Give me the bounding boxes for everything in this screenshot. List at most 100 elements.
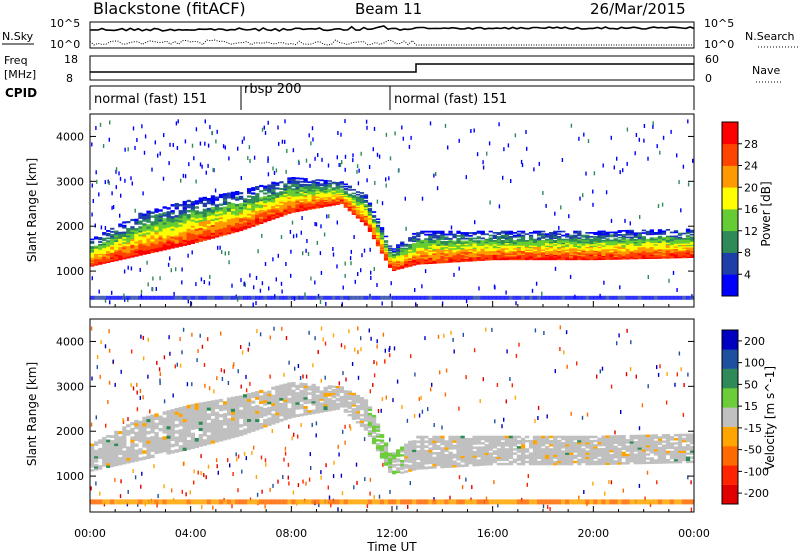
- power-cell: [343, 188, 348, 191]
- power-scatter-point: [219, 245, 221, 250]
- power-scatter-point: [205, 170, 207, 175]
- power-cell: [516, 258, 522, 261]
- power-cell: [585, 244, 590, 246]
- power-cell: [557, 238, 562, 241]
- power-cell: [130, 233, 135, 236]
- power-cell: [287, 180, 292, 183]
- power-cell: [649, 253, 654, 255]
- power-cell: [641, 256, 646, 258]
- velocity-cell: [243, 417, 248, 421]
- power-cell: [549, 244, 554, 246]
- power-scatter-point: [204, 141, 206, 146]
- velocity-cell: [351, 411, 356, 415]
- power-cell: [685, 231, 691, 233]
- velocity-cell: [392, 453, 397, 456]
- velocity-scatter-point: [414, 372, 416, 377]
- velocity-cell: [186, 414, 191, 418]
- velocity-cell: [186, 446, 191, 450]
- power-cell: [452, 245, 457, 247]
- power-cell: [271, 203, 276, 206]
- power-cell: [355, 206, 361, 209]
- power-cell: [243, 203, 248, 206]
- velocity-ground-band: [251, 499, 256, 505]
- power-cell: [464, 234, 469, 237]
- power-cell: [537, 245, 542, 247]
- power-cell: [528, 232, 534, 234]
- velocity-scatter-point: [140, 334, 142, 339]
- power-cell: [553, 246, 558, 249]
- power-ground-band: [416, 295, 421, 300]
- velocity-cell: [432, 438, 437, 441]
- power-cell: [400, 242, 405, 245]
- power-cell: [118, 251, 123, 254]
- power-cell: [347, 185, 352, 188]
- velocity-cell: [118, 436, 123, 440]
- velocity-cell: [367, 425, 373, 429]
- power-cell: [347, 186, 352, 189]
- power-cell: [617, 240, 622, 243]
- velocity-cell: [122, 431, 127, 435]
- power-scatter-point: [285, 169, 287, 174]
- velocity-cell: [275, 417, 280, 421]
- power-cell: [432, 235, 437, 237]
- power-cell: [520, 244, 526, 246]
- velocity-cell: [251, 423, 256, 427]
- power-scatter-point: [224, 145, 226, 150]
- power-cell: [154, 220, 159, 223]
- power-cell: [685, 256, 691, 259]
- velocity-cell: [251, 394, 256, 399]
- power-cell: [528, 250, 534, 253]
- power-cell: [359, 215, 365, 217]
- power-cell: [190, 221, 195, 224]
- power-cell: [182, 233, 187, 236]
- power-cell: [271, 191, 276, 194]
- power-ground-band: [367, 295, 373, 300]
- velocity-ground-band: [359, 499, 365, 505]
- power-cell: [408, 246, 413, 249]
- power-cell: [549, 245, 554, 247]
- velocity-cell: [214, 420, 220, 425]
- power-cell: [484, 249, 489, 252]
- velocity-cell: [130, 459, 135, 463]
- power-cell: [432, 236, 437, 239]
- power-cell: [130, 229, 135, 232]
- velocity-cell: [371, 427, 377, 430]
- power-cell: [685, 235, 691, 237]
- power-cell: [287, 206, 292, 209]
- power-cell: [130, 218, 135, 222]
- power-cell: [440, 240, 445, 243]
- power-scatter-point: [127, 298, 129, 302]
- power-cell: [303, 186, 308, 189]
- power-ground-band: [259, 295, 264, 300]
- power-cell: [182, 213, 187, 216]
- velocity-cell: [90, 465, 95, 468]
- power-cell: [537, 247, 542, 250]
- velocity-cell: [452, 444, 457, 448]
- velocity-cell: [448, 438, 453, 441]
- power-scatter-point: [308, 133, 310, 138]
- power-scatter-point: [610, 135, 612, 140]
- power-cell: [347, 198, 352, 200]
- velocity-cell: [162, 439, 167, 443]
- power-cell: [146, 214, 151, 217]
- velocity-scatter-point: [158, 367, 161, 372]
- velocity-ground-band: [134, 499, 139, 505]
- power-cell: [251, 188, 256, 192]
- power-cell: [275, 199, 280, 202]
- power-scatter-point: [408, 144, 411, 149]
- power-cell: [287, 187, 292, 190]
- velocity-cell: [202, 414, 207, 418]
- power-cell: [114, 240, 119, 242]
- power-cell: [323, 204, 328, 206]
- power-cell: [653, 245, 658, 247]
- power-cell: [299, 183, 304, 186]
- velocity-cell: [186, 408, 191, 412]
- velocity-cell: [291, 412, 296, 416]
- power-cell: [218, 224, 224, 227]
- power-cell: [685, 240, 691, 243]
- power-cell: [190, 241, 195, 244]
- velocity-scatter-point: [159, 378, 161, 383]
- power-cell: [150, 225, 155, 228]
- power-cell: [665, 243, 671, 246]
- power-scatter-point: [317, 153, 319, 157]
